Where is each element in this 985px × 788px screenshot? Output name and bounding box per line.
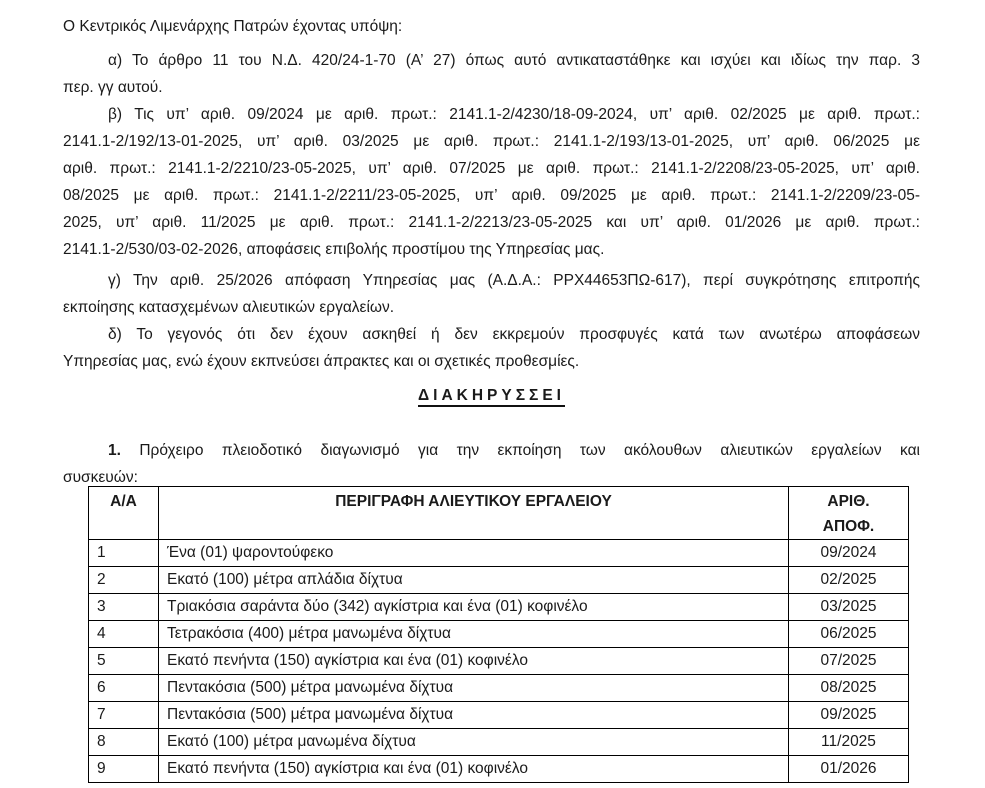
row-description: Πεντακόσια (500) μέτρα μανωμένα δίχτυα bbox=[158, 674, 789, 702]
row-description: Τετρακόσια (400) μέτρα μανωμένα δίχτυα bbox=[158, 620, 789, 648]
paragraph-line: συσκευών: bbox=[63, 469, 138, 486]
row-decision: 01/2026 bbox=[788, 755, 909, 783]
table-header-row: Α/Α ΠΕΡΙΓΡΑΦΗ ΑΛΙΕΥΤΙΚΟΥ ΕΡΓΑΛΕΙΟΥ ΑΡΙΘ.… bbox=[88, 486, 909, 540]
header-aa: Α/Α bbox=[88, 486, 159, 540]
fishing-gear-table: Α/Α ΠΕΡΙΓΡΑΦΗ ΑΛΙΕΥΤΙΚΟΥ ΕΡΓΑΛΕΙΟΥ ΑΡΙΘ.… bbox=[88, 486, 909, 783]
row-description: Εκατό (100) μέτρα απλάδια δίχτυα bbox=[158, 566, 789, 594]
row-number: 4 bbox=[88, 620, 159, 648]
consideration-d: δ) Το γεγονός ότι δεν έχουν ασκηθεί ή δε… bbox=[63, 321, 920, 375]
header-description: ΠΕΡΙΓΡΑΦΗ ΑΛΙΕΥΤΙΚΟΥ ΕΡΓΑΛΕΙΟΥ bbox=[158, 486, 789, 540]
paragraph-line: περ. γγ αυτού. bbox=[63, 79, 163, 96]
header-decision-number: ΑΡΙΘ. ΑΠΟΦ. bbox=[788, 486, 909, 540]
row-decision: 03/2025 bbox=[788, 593, 909, 621]
proclamation-heading: ΔΙΑΚΗΡΥΣΣΕΙ bbox=[63, 382, 920, 409]
table-row: 2 Εκατό (100) μέτρα απλάδια δίχτυα 02/20… bbox=[88, 566, 909, 594]
item-number: 1. bbox=[108, 442, 121, 459]
item-1-paragraph: 1. Πρόχειρο πλειοδοτικό διαγωνισμό για τ… bbox=[63, 437, 920, 491]
consideration-c: γ) Την αριθ. 25/2026 απόφαση Υπηρεσίας μ… bbox=[63, 267, 920, 321]
paragraph-line: 08/2025 με αριθ. πρωτ.: 2141.1-2/2211/23… bbox=[63, 187, 920, 204]
item-text: Πρόχειρο πλειοδοτικό διαγωνισμό για την … bbox=[139, 442, 920, 459]
row-number: 5 bbox=[88, 647, 159, 675]
row-description: Εκατό (100) μέτρα μανωμένα δίχτυα bbox=[158, 728, 789, 756]
table-row: 8 Εκατό (100) μέτρα μανωμένα δίχτυα 11/2… bbox=[88, 728, 909, 756]
paragraph-line: β) Τις υπ’ αριθ. 09/2024 με αριθ. πρωτ.:… bbox=[108, 106, 920, 123]
row-number: 7 bbox=[88, 701, 159, 729]
row-decision: 09/2024 bbox=[788, 539, 909, 567]
paragraph-line: 2141.1-2/192/13-01-2025, υπ’ αριθ. 03/20… bbox=[63, 133, 920, 150]
row-decision: 09/2025 bbox=[788, 701, 909, 729]
table-row: 4 Τετρακόσια (400) μέτρα μανωμένα δίχτυα… bbox=[88, 620, 909, 648]
paragraph-line: α) Το άρθρο 11 του Ν.Δ. 420/24-1-70 (Α’ … bbox=[108, 52, 920, 69]
paragraph-line: 2141.1-2/530/03-02-2026, αποφάσεις επιβο… bbox=[63, 241, 605, 258]
paragraph-line: γ) Την αριθ. 25/2026 απόφαση Υπηρεσίας μ… bbox=[108, 272, 920, 289]
header-decision-line1: ΑΡΙΘ. bbox=[827, 493, 870, 510]
row-number: 6 bbox=[88, 674, 159, 702]
table-row: 3 Τριακόσια σαράντα δύο (342) αγκίστρια … bbox=[88, 593, 909, 621]
paragraph-line: δ) Το γεγονός ότι δεν έχουν ασκηθεί ή δε… bbox=[108, 326, 920, 343]
row-description: Πεντακόσια (500) μέτρα μανωμένα δίχτυα bbox=[158, 701, 789, 729]
heading-text: ΔΙΑΚΗΡΥΣΣΕΙ bbox=[418, 387, 565, 407]
row-number: 3 bbox=[88, 593, 159, 621]
consideration-b: β) Τις υπ’ αριθ. 09/2024 με αριθ. πρωτ.:… bbox=[63, 101, 920, 263]
row-decision: 02/2025 bbox=[788, 566, 909, 594]
row-description: Τριακόσια σαράντα δύο (342) αγκίστρια κα… bbox=[158, 593, 789, 621]
row-number: 9 bbox=[88, 755, 159, 783]
row-decision: 06/2025 bbox=[788, 620, 909, 648]
consideration-a: α) Το άρθρο 11 του Ν.Δ. 420/24-1-70 (Α’ … bbox=[63, 47, 920, 101]
row-decision: 07/2025 bbox=[788, 647, 909, 675]
row-decision: 11/2025 bbox=[788, 728, 909, 756]
paragraph-line: Υπηρεσίας μας, ενώ έχουν εκπνεύσει άπρακ… bbox=[63, 353, 580, 370]
row-description: Εκατό πενήντα (150) αγκίστρια και ένα (0… bbox=[158, 755, 789, 783]
table-row: 9 Εκατό πενήντα (150) αγκίστρια και ένα … bbox=[88, 755, 909, 783]
row-number: 1 bbox=[88, 539, 159, 567]
paragraph-line: 1. Πρόχειρο πλειοδοτικό διαγωνισμό για τ… bbox=[63, 437, 920, 464]
intro-paragraph: Ο Κεντρικός Λιμενάρχης Πατρών έχοντας υπ… bbox=[63, 18, 403, 35]
row-number: 2 bbox=[88, 566, 159, 594]
row-description: Εκατό πενήντα (150) αγκίστρια και ένα (0… bbox=[158, 647, 789, 675]
header-decision-line2: ΑΠΟΦ. bbox=[822, 518, 875, 535]
row-description: Ένα (01) ψαροντούφεκο bbox=[158, 539, 789, 567]
table-row: 5 Εκατό πενήντα (150) αγκίστρια και ένα … bbox=[88, 647, 909, 675]
row-decision: 08/2025 bbox=[788, 674, 909, 702]
paragraph-line: 2025, υπ’ αριθ. 11/2025 με αριθ. πρωτ.: … bbox=[63, 214, 920, 231]
table-row: 7 Πεντακόσια (500) μέτρα μανωμένα δίχτυα… bbox=[88, 701, 909, 729]
table-row: 6 Πεντακόσια (500) μέτρα μανωμένα δίχτυα… bbox=[88, 674, 909, 702]
paragraph-line: εκποίησης κατασχεμένων αλιευτικών εργαλε… bbox=[63, 299, 395, 316]
paragraph-line: αριθ. πρωτ.: 2141.1-2/2210/23-05-2025, υ… bbox=[63, 160, 920, 177]
table-row: 1 Ένα (01) ψαροντούφεκο 09/2024 bbox=[88, 539, 909, 567]
row-number: 8 bbox=[88, 728, 159, 756]
